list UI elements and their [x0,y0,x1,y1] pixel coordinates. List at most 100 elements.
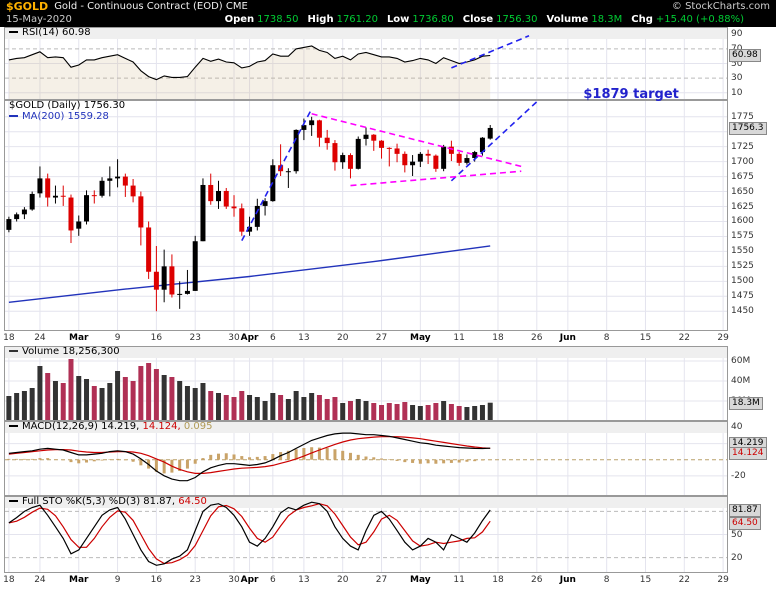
price-target-annotation: $1879 target [583,86,679,102]
x-axis-bottom-label: Mar [69,575,89,585]
x-axis-bottom-label: 8 [603,575,610,585]
chart-header: $GOLD Gold - Continuous Contract (EOD) C… [0,0,776,27]
header-quote-row: 15-May-2020 Open 1738.50 High 1761.20 Low 173… [0,13,776,26]
price-axis-label: 1575 [731,231,754,242]
x-axis-bottom-label: 11 [453,575,465,585]
legend-swatch [9,500,18,502]
legend-text: RSI(14) [22,27,62,38]
x-axis-top-label: 9 [114,333,121,343]
price-axis-label: 1675 [731,171,754,182]
x-axis-top-label: 6 [269,333,276,343]
legend-text: 60.98 [61,27,91,38]
last-value-box: 14.124 [729,447,767,461]
x-axis-bottom-label: 18 [492,575,504,585]
quote-label: Open [224,14,255,25]
legend-text: 1756.30 [83,100,126,111]
x-axis-bottom-label: 22 [678,575,691,585]
price-axis-label: 1700 [731,156,754,167]
x-axis-bottom-label: 16 [150,575,163,585]
chart-title: Gold - Continuous Contract (EOD) CME [54,1,248,12]
x-axis-bottom-label: 29 [717,575,729,585]
x-axis-top-label: 30 [228,333,240,343]
x-axis-bottom-label: 24 [34,575,46,585]
x-axis-top-label: 18 [492,333,504,343]
x-axis-top-label: Mar [69,333,89,343]
quote-value: +15.40 (+0.88%) [655,14,744,25]
last-value-box: 64.50 [729,517,761,531]
price-axis-label: 1550 [731,246,754,257]
volume-axis-label: 60M [731,356,751,366]
rsi-panel [4,27,728,100]
legend-swatch [9,31,18,33]
rsi-axis-label: 70 [731,44,742,54]
legend-swatch [9,115,18,117]
legend-text: Full STO %K(5,3) %D(3) [22,496,144,507]
price-axis-label: 1600 [731,216,754,227]
x-axis-bottom-label: 30 [228,575,240,585]
quote-label: High [307,14,334,25]
legend-text: 81.87, [143,496,179,507]
rsi-axis-label: 50 [731,58,743,69]
x-axis-top-label: 16 [150,333,163,343]
x-axis-top-label: May [410,333,431,343]
last-value-box: 18.3M [729,396,763,410]
x-axis-bottom-label: Jun [559,575,576,585]
x-axis-bottom-label: 15 [639,575,652,585]
last-value-box: 60.98 [729,49,761,63]
x-axis-bottom-label: 27 [375,575,388,585]
price-axis-label: 1625 [731,201,754,212]
macd-axis-label: -20 [731,470,746,481]
rsi-axis-label: 30 [731,73,743,84]
legend-text: MA(200) [22,111,68,122]
x-axis-bottom-label: Apr [240,575,259,585]
ticker-symbol: $GOLD [6,0,49,13]
last-value-box: 1756.3 [729,121,767,135]
quote-value: 18.3M [591,14,623,25]
quote-label: Low [386,14,410,25]
x-axis-top-label: Apr [240,333,259,343]
legend-text: Volume [22,346,63,357]
x-axis-top-label: 20 [336,333,349,343]
macd-legend: MACD(12,26,9) 14.219, 14.124, 0.095 [9,421,213,432]
price-axis-label: 1450 [731,306,754,317]
price-panel [4,100,728,331]
price-axis-label: 1475 [731,291,754,302]
quote-value: 1761.20 [336,14,378,25]
legend-text: 14.124, [142,421,184,432]
legend-text: 0.095 [183,421,213,432]
sto-axis-label: 20 [731,552,743,563]
legend-swatch [9,425,18,427]
price-axis-label: 1500 [731,276,754,287]
price-legend: MA(200) 1559.28 [9,111,109,122]
x-axis-bottom-label: 6 [269,575,276,585]
legend-text: 64.50 [178,496,207,507]
price-axis-label: 1725 [731,141,754,152]
x-axis-bottom-label: 9 [114,575,121,585]
quote-label: Chg [631,14,653,25]
quote-label: Volume [546,14,589,25]
legend-text: 1559.28 [67,111,109,122]
legend-text: $GOLD (Daily) [9,100,84,111]
x-axis-bottom-label: May [410,575,431,585]
x-axis-top-label: 11 [453,333,465,343]
macd-panel [4,421,728,496]
x-axis-top-label: 24 [34,333,46,343]
legend-text: 14.219, [101,421,143,432]
x-axis-top-label: 27 [375,333,388,343]
chart-date: 15-May-2020 [6,14,72,25]
sto-panel [4,496,728,573]
x-axis-bottom-label: 20 [336,575,349,585]
legend-text: 18,256,300 [62,346,120,357]
price-axis-label: 1525 [731,261,754,272]
header-title-row: $GOLD Gold - Continuous Contract (EOD) C… [0,0,776,13]
x-axis-top-label: 29 [717,333,729,343]
sto-axis-label: 50 [731,529,743,540]
x-axis-top-label: 23 [189,333,201,343]
x-axis-top-label: 26 [531,333,543,343]
volume-axis-label: 40M [731,376,751,386]
quote-label: Close [462,14,494,25]
copyright: © StockCharts.com [671,1,770,12]
x-axis-top-label: 15 [639,333,652,343]
x-axis-bottom-label: 18 [3,575,15,585]
